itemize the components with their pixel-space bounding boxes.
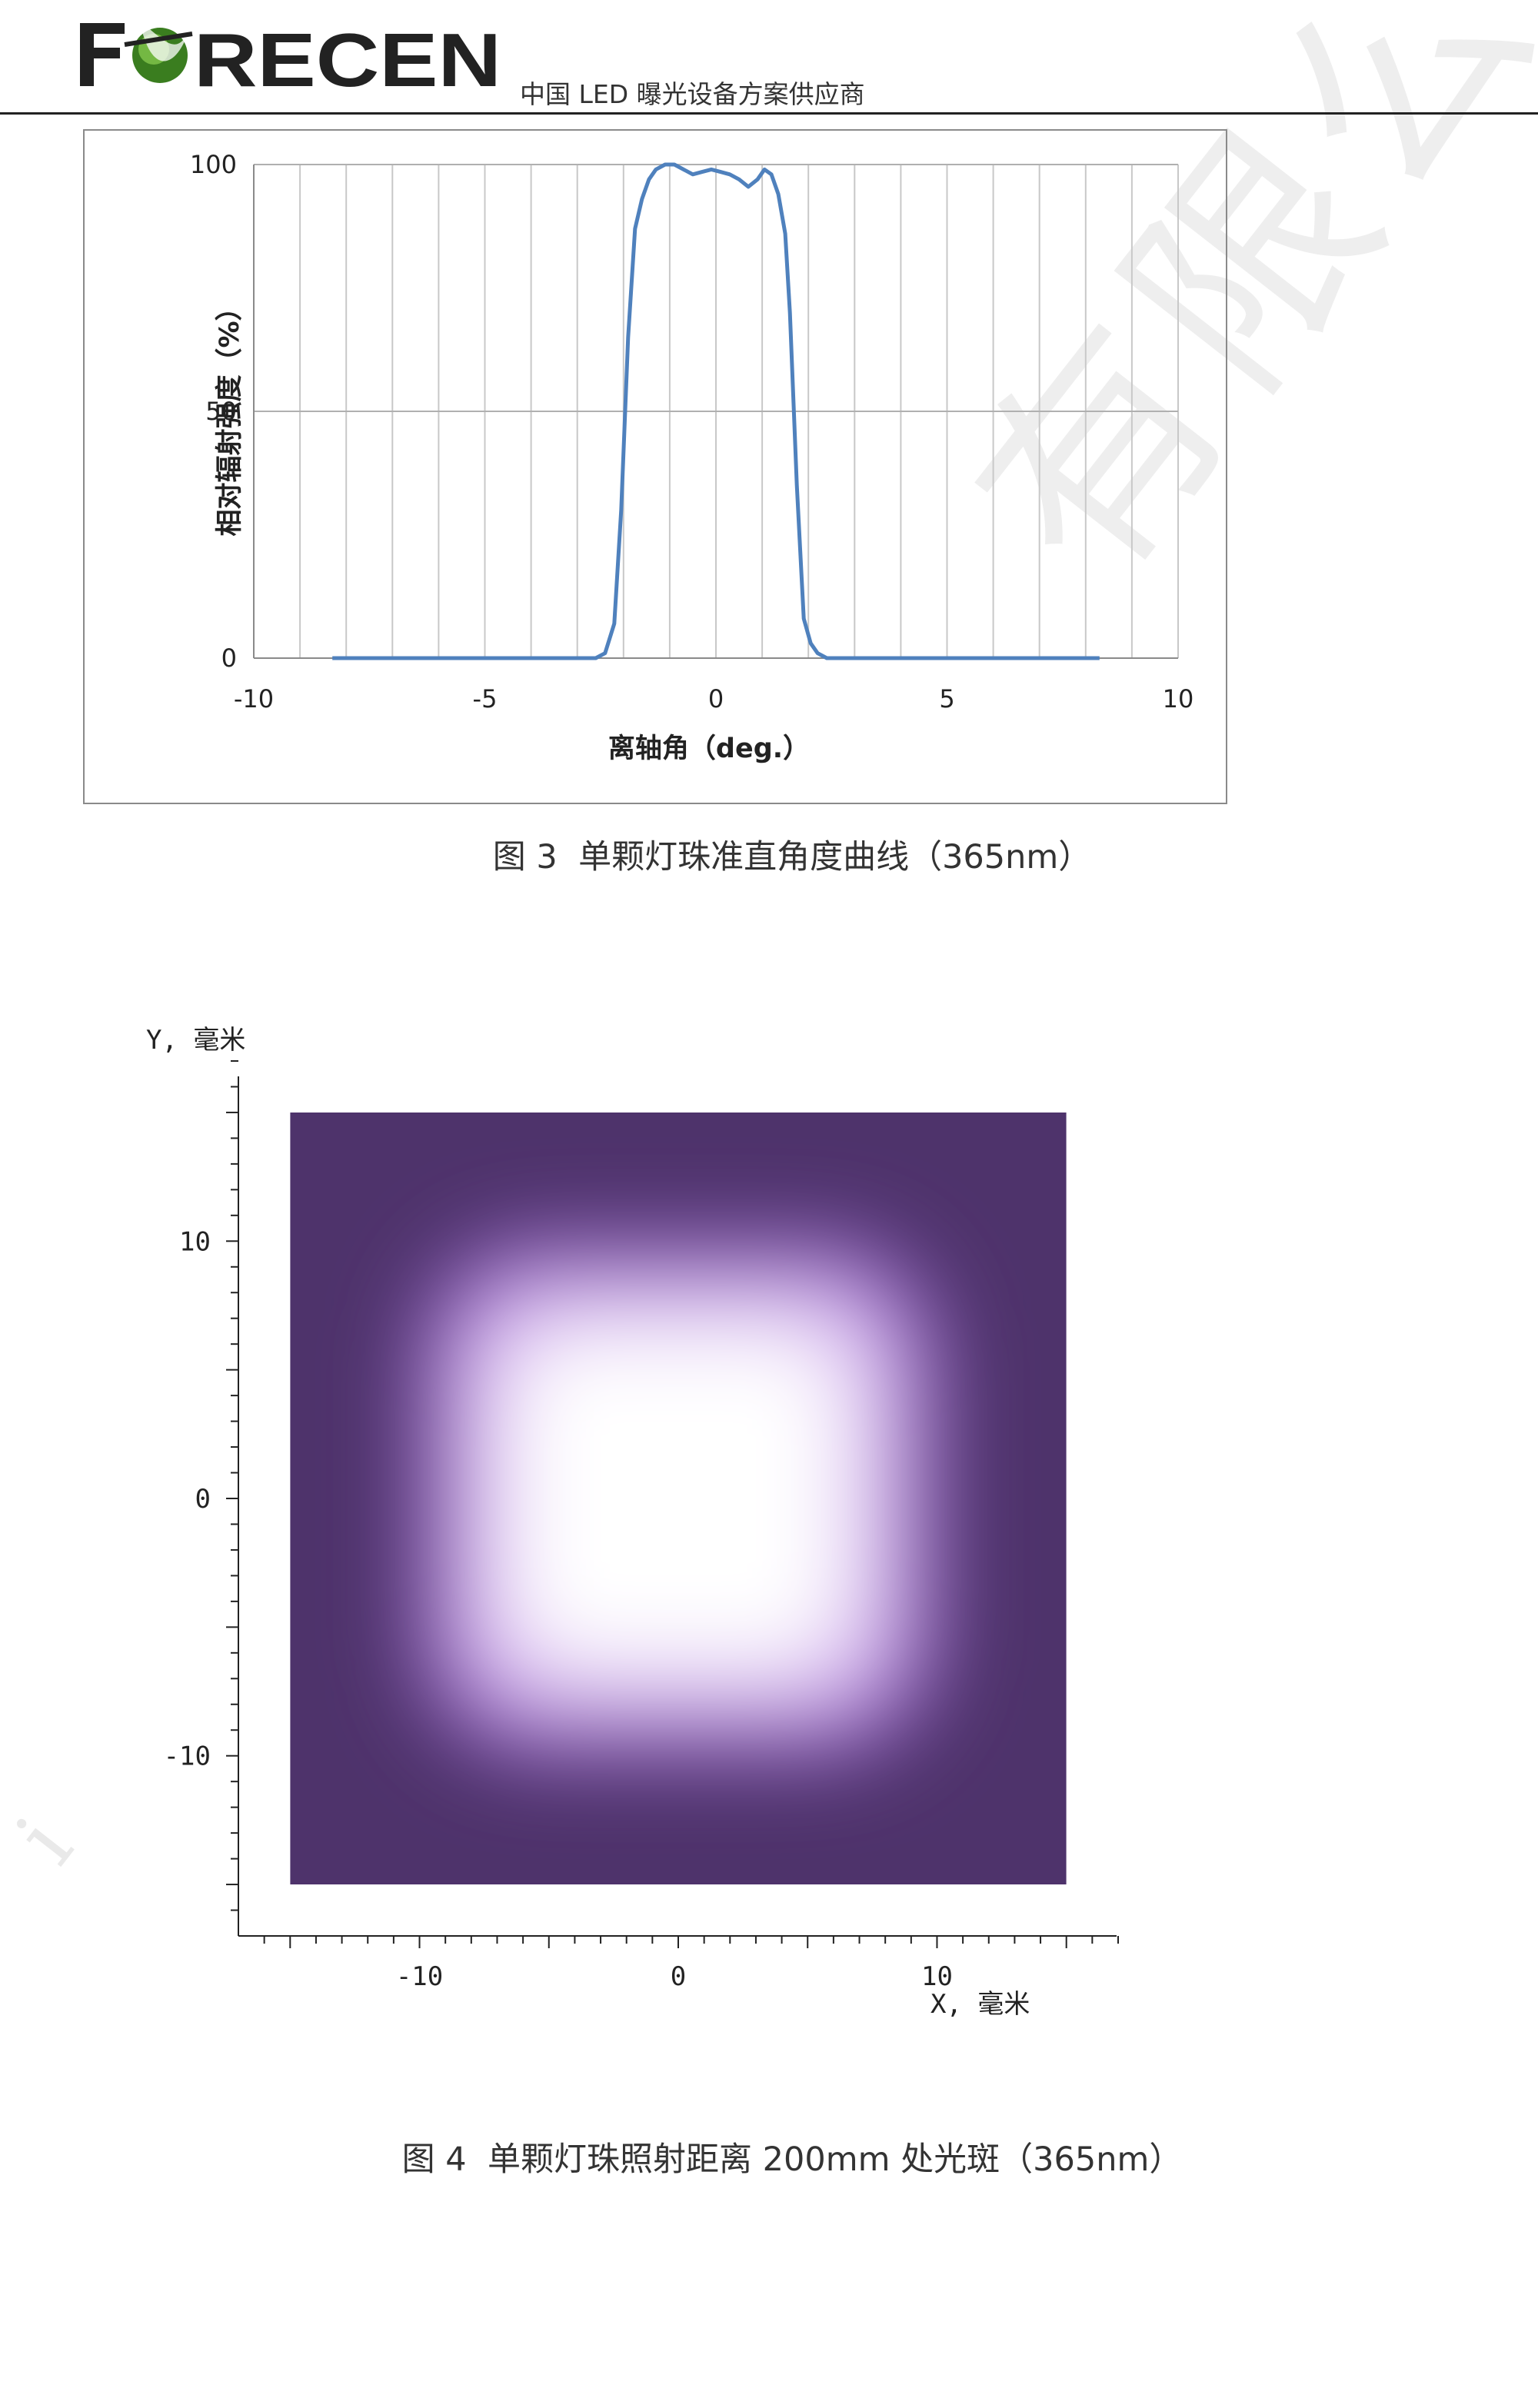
- y-axis-label: 相对辐射强度（%）: [215, 294, 245, 536]
- figure4-spot-heatmap: -10 0 10 10 0 -10 Y, 毫米 X, 毫米: [146, 1025, 1119, 2020]
- watermark-fragment: i: [0, 1799, 92, 1882]
- y-axis-label: Y, 毫米: [146, 1025, 245, 1056]
- series-line: [332, 162, 1100, 660]
- y-tick-label: 0: [221, 644, 237, 673]
- svg-text:RECEN: RECEN: [194, 18, 501, 97]
- x-tick-label: 0: [708, 684, 724, 713]
- y-tick-label: 10: [179, 1226, 211, 1257]
- figure3-chart-frame: -10 -5 0 5 10 100 50 0 离轴角（deg.） 相对辐射强度（%）: [83, 129, 1227, 804]
- header-divider: [0, 112, 1538, 115]
- y-tick-label: 100: [190, 150, 237, 179]
- x-tick-label: -10: [234, 684, 274, 713]
- x-tick-label: -10: [396, 1961, 443, 1992]
- light-spot: [419, 1241, 937, 1756]
- x-axis-label: X, 毫米: [930, 1989, 1030, 2020]
- y-tick-label: -10: [164, 1741, 211, 1772]
- x-tick-label: 10: [1163, 684, 1194, 713]
- x-tick-label: 0: [671, 1961, 686, 1992]
- spot-core: [510, 1331, 847, 1666]
- y-tick-label: 0: [195, 1484, 211, 1515]
- figure4-caption: 图 4 单颗灯珠照射距离 200mm 处光斑（365nm）: [401, 2140, 1183, 2179]
- x-tick-label: -5: [473, 684, 498, 713]
- x-tick-label: 10: [921, 1961, 953, 1992]
- y-tick-label: 50: [205, 397, 237, 426]
- figure3-line-chart: -10 -5 0 5 10 100 50 0 离轴角（deg.） 相对辐射强度（%）: [190, 150, 1194, 764]
- x-axis-label: 离轴角（deg.）: [608, 733, 810, 764]
- company-logo: RECEN: [80, 18, 501, 97]
- figure3-caption: 图 3 单颗灯珠准直角度曲线（365nm）: [492, 838, 1092, 876]
- company-tagline: 中国 LED 曝光设备方案供应商: [520, 79, 865, 109]
- x-tick-label: 5: [939, 684, 954, 713]
